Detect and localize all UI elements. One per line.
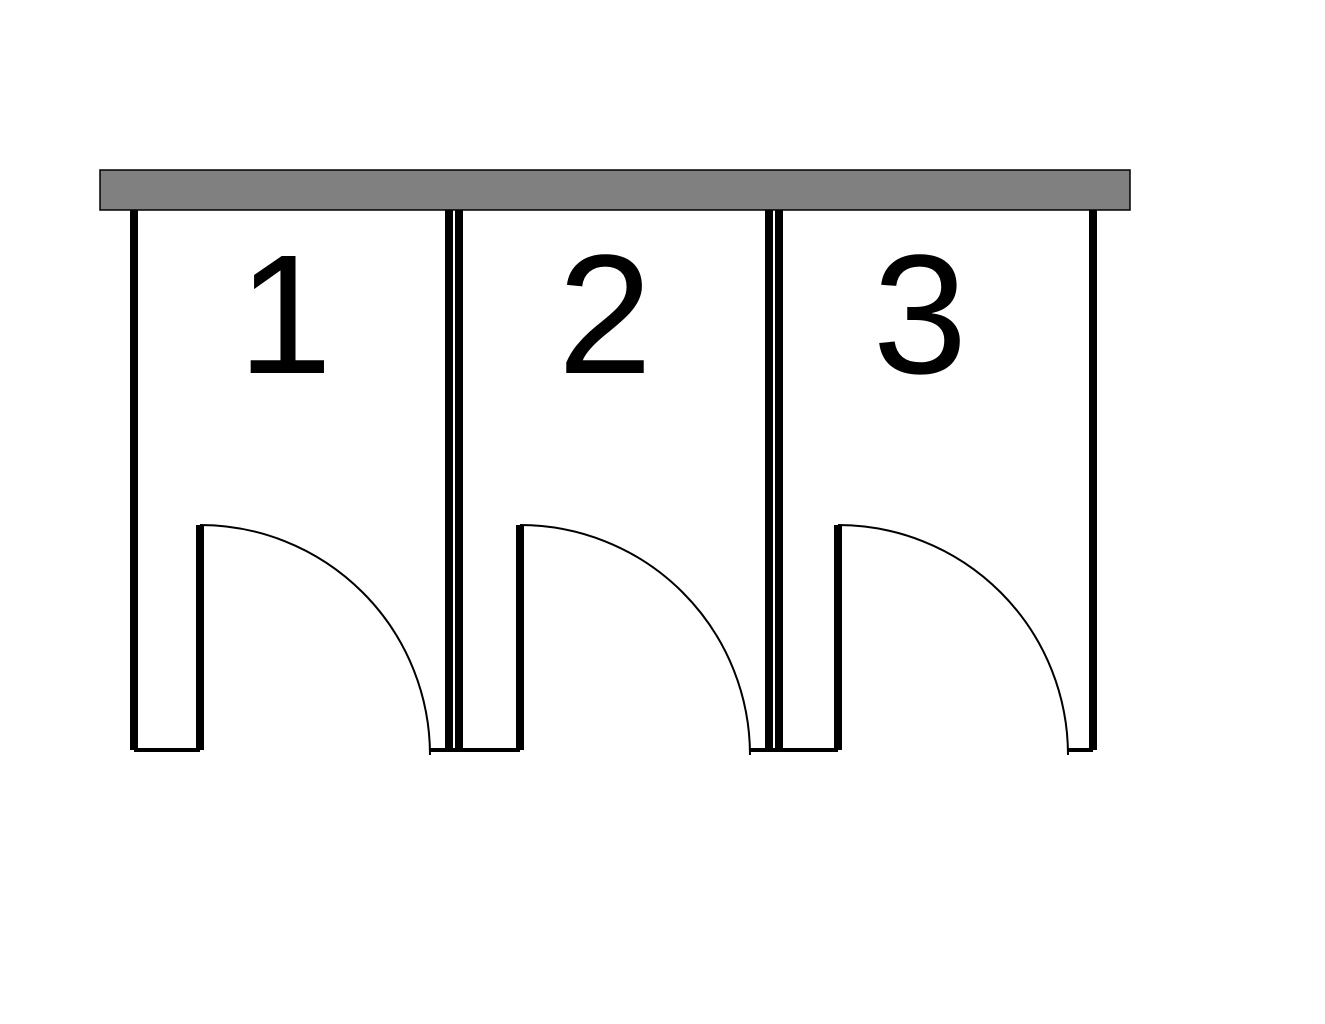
stall-label-1: 1	[238, 230, 333, 400]
floor-plan-canvas: 1 2 3	[0, 0, 1325, 1024]
door-swing-arc-3	[838, 525, 1068, 755]
door-swing-arc-1	[200, 525, 430, 755]
stall-label-3: 3	[873, 230, 968, 400]
door-swing-arc-2	[520, 525, 750, 755]
floor-plan-svg	[0, 0, 1325, 1024]
stall-label-2: 2	[558, 230, 653, 400]
back-wall	[100, 170, 1130, 210]
